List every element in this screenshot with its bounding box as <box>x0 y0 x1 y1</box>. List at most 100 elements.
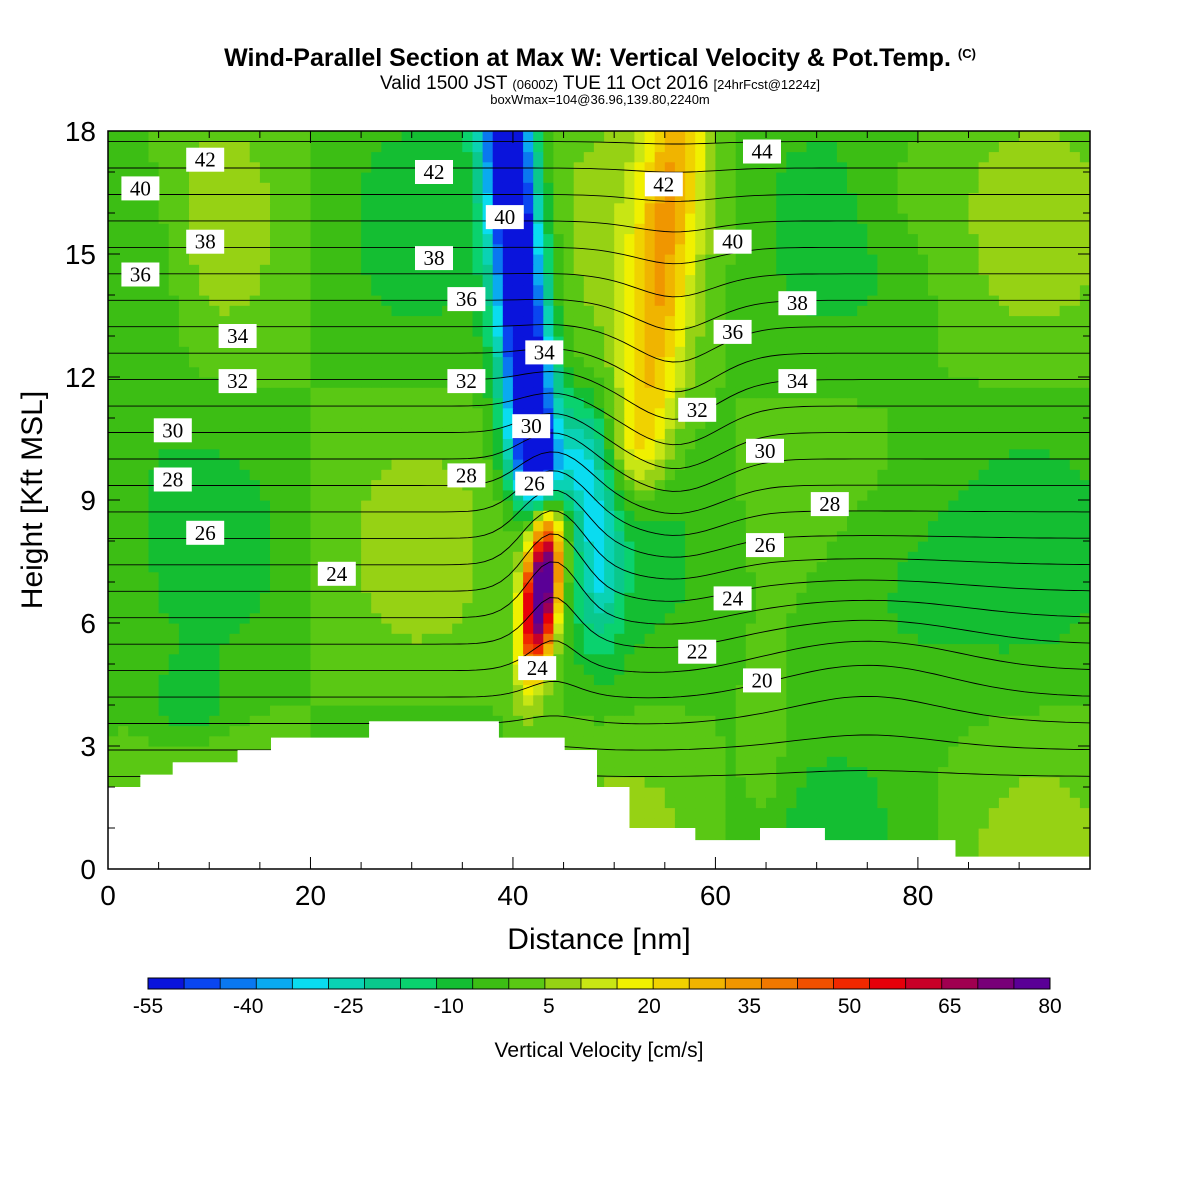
field-cell <box>128 612 139 624</box>
field-cell <box>381 459 392 470</box>
field-cell <box>614 633 625 645</box>
field-cell <box>766 582 777 593</box>
field-cell <box>604 766 615 778</box>
field-cell <box>786 817 797 829</box>
field-cell <box>877 561 889 573</box>
field-cell <box>593 592 605 604</box>
field-cell <box>1049 387 1061 399</box>
field-cell <box>644 356 656 368</box>
field-cell <box>796 643 808 655</box>
field-cell <box>624 356 635 368</box>
field-cell <box>330 643 342 655</box>
field-cell <box>1039 848 1051 860</box>
field-cell <box>249 592 261 604</box>
field-cell <box>219 530 231 542</box>
field-cell <box>978 725 990 737</box>
field-cell <box>1059 438 1071 450</box>
field-cell <box>928 448 939 460</box>
field-cell <box>563 633 575 645</box>
field-cell <box>199 664 210 675</box>
field-cell <box>148 684 160 696</box>
field-cell <box>573 623 585 634</box>
field-cell <box>472 684 484 696</box>
field-cell <box>199 336 210 347</box>
field-cell <box>148 725 160 737</box>
field-cell <box>624 551 635 563</box>
field-cell <box>745 787 757 798</box>
field-cell <box>796 674 808 686</box>
field-cell <box>421 336 433 347</box>
field-cell <box>340 479 352 491</box>
field-cell <box>867 561 878 573</box>
field-cell <box>168 735 180 747</box>
field-cell <box>138 489 150 501</box>
field-cell <box>178 735 190 747</box>
field-cell <box>351 633 362 645</box>
field-cell <box>118 623 129 634</box>
field-cell <box>219 735 231 747</box>
field-cell <box>766 623 777 634</box>
field-cell <box>897 459 909 470</box>
field-cell <box>604 633 615 645</box>
field-cell <box>361 684 372 696</box>
field-cell <box>158 551 170 563</box>
field-cell <box>209 428 220 440</box>
field-cell <box>462 541 473 552</box>
field-cell <box>1029 469 1040 481</box>
field-cell <box>857 582 868 593</box>
field-cell <box>401 418 413 429</box>
field-cell <box>583 571 595 583</box>
field-cell <box>492 356 504 368</box>
field-cell <box>796 397 808 409</box>
field-cell <box>644 776 656 788</box>
field-cell <box>118 571 129 583</box>
field-cell <box>998 592 1010 604</box>
field-cell <box>391 387 403 399</box>
field-cell <box>259 418 271 429</box>
field-cell <box>1059 756 1071 768</box>
field-cell <box>928 377 939 388</box>
field-cell <box>857 448 868 460</box>
field-cell <box>938 746 949 757</box>
field-cell <box>502 705 514 716</box>
field-cell <box>199 346 210 358</box>
field-cell <box>857 551 868 563</box>
field-cell <box>755 705 767 716</box>
field-cell <box>563 541 575 552</box>
field-cell <box>381 336 392 347</box>
field-cell <box>685 541 696 552</box>
field-cell <box>1069 705 1081 716</box>
field-cell <box>553 643 565 655</box>
field-cell <box>249 397 261 409</box>
field-cell <box>745 366 757 378</box>
field-cell <box>948 664 959 675</box>
field-cell <box>685 592 696 604</box>
field-cell <box>573 366 585 378</box>
field-cell <box>482 653 494 665</box>
field-cell <box>614 459 625 470</box>
field-cell <box>836 561 848 573</box>
field-cell <box>421 561 433 573</box>
field-cell <box>310 541 322 552</box>
field-cell <box>877 725 889 737</box>
field-cell <box>695 776 706 788</box>
field-cell <box>108 612 119 624</box>
field-cell <box>796 459 808 470</box>
field-cell <box>168 746 180 757</box>
field-cell <box>755 797 767 809</box>
field-cell <box>239 530 251 542</box>
field-cell <box>361 551 372 563</box>
field-cell <box>755 500 767 511</box>
field-cell <box>978 377 990 388</box>
field-cell <box>249 684 261 696</box>
field-cell <box>593 459 605 470</box>
field-cell <box>877 817 889 829</box>
field-cell <box>1069 448 1081 460</box>
field-cell <box>776 356 787 368</box>
field-cell <box>128 643 139 655</box>
field-cell <box>300 530 312 542</box>
field-cell <box>988 438 1000 450</box>
field-cell <box>614 725 625 737</box>
field-cell <box>401 705 413 716</box>
field-cell <box>664 694 676 706</box>
